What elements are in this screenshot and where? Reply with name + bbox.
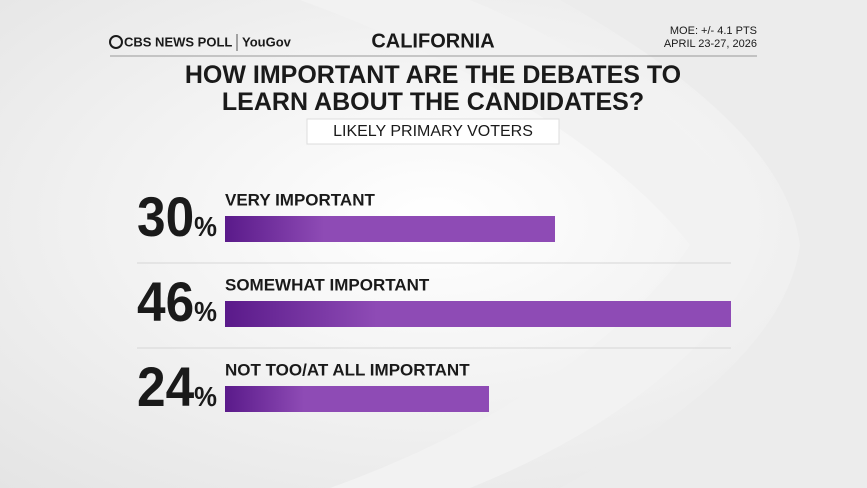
subtitle: LIKELY PRIMARY VOTERS — [333, 123, 533, 140]
bar — [225, 386, 489, 412]
swoosh — [300, 0, 760, 488]
region: CALIFORNIA — [371, 30, 494, 52]
category-label: VERY IMPORTANT — [225, 190, 375, 209]
category-label: SOMEWHAT IMPORTANT — [225, 275, 430, 294]
logo-eye — [109, 35, 123, 49]
value-label: 30% — [137, 185, 217, 248]
dates: APRIL 23-27, 2026 — [664, 38, 757, 50]
chart-title: HOW IMPORTANT ARE THE DEBATES TO LEARN AB… — [185, 61, 681, 116]
value-label: 24% — [137, 355, 217, 418]
brand: CBS NEWS POLL — [124, 34, 232, 49]
partner: YouGov — [242, 34, 292, 49]
header: CBS NEWS POLL YouGov CALIFORNIA MOE: +/-… — [109, 25, 757, 57]
value-label: 46% — [137, 270, 217, 333]
category-label: NOT TOO/AT ALL IMPORTANT — [225, 360, 470, 379]
bar — [225, 301, 731, 327]
bar — [225, 216, 555, 242]
swoosh — [560, 0, 867, 488]
moe: MOE: +/- 4.1 PTS — [670, 25, 757, 37]
subtitle-box — [306, 118, 560, 145]
